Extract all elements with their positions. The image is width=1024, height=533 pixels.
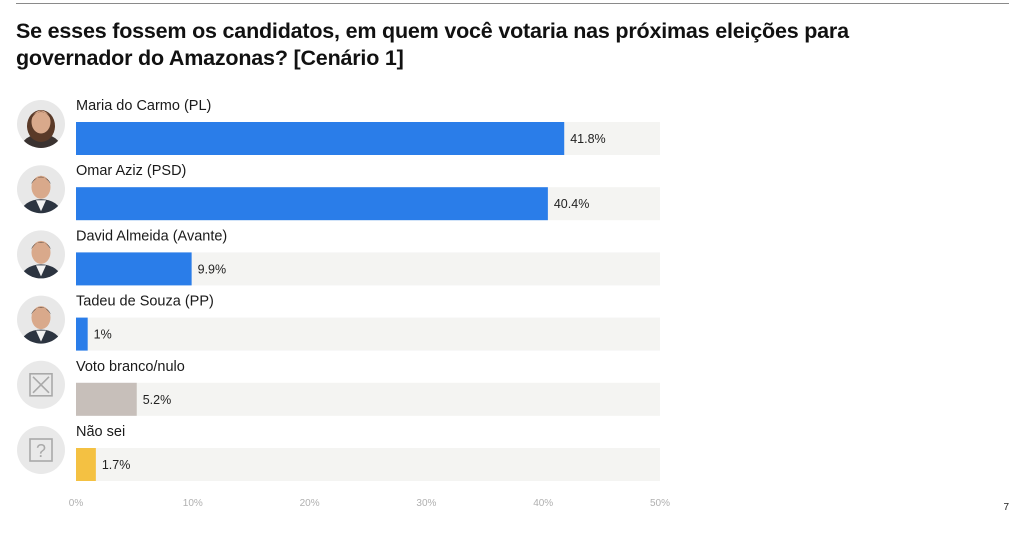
category-label: Maria do Carmo (PL) (76, 98, 211, 114)
candidate-photo-icon (17, 100, 65, 148)
value-label: 41.8% (570, 132, 605, 146)
x-tick-label: 20% (300, 498, 320, 509)
question-box-icon: ? (17, 426, 65, 474)
bar (76, 382, 137, 416)
candidate-photo-icon (17, 295, 65, 344)
page-number: 7 (1003, 502, 1009, 513)
bar (76, 187, 548, 221)
chart-title: Se esses fossem os candidatos, em quem v… (16, 18, 936, 72)
top-divider (16, 3, 1009, 4)
x-box-icon (17, 360, 65, 409)
chart-title-line-1: Se esses fossem os candidatos, em quem v… (16, 19, 849, 43)
category-label: Tadeu de Souza (PP) (76, 294, 214, 310)
bar (76, 448, 96, 481)
candidate-photo-icon (17, 165, 65, 214)
x-tick-label: 40% (533, 498, 553, 509)
x-tick-label: 50% (650, 498, 670, 509)
value-label: 1.7% (102, 458, 131, 472)
bar (76, 252, 192, 286)
bar (76, 317, 88, 351)
bar-track (76, 448, 660, 481)
bar-track (76, 317, 660, 351)
chart-title-line-2: governador do Amazonas? [Cenário 1] (16, 46, 404, 70)
bar (76, 122, 565, 155)
category-label: Não sei (76, 424, 125, 440)
x-tick-label: 10% (183, 498, 203, 509)
category-label: Voto branco/nulo (76, 359, 185, 375)
value-label: 5.2% (143, 393, 172, 407)
x-tick-label: 0% (69, 498, 84, 509)
category-label: David Almeida (Avante) (76, 228, 227, 244)
svg-text:?: ? (36, 441, 46, 461)
bar-track (76, 382, 660, 416)
value-label: 40.4% (554, 197, 589, 211)
candidate-photo-icon (17, 230, 65, 279)
value-label: 1% (94, 328, 112, 342)
x-tick-label: 30% (416, 498, 436, 509)
category-label: Omar Aziz (PSD) (76, 163, 186, 179)
value-label: 9.9% (198, 262, 227, 276)
